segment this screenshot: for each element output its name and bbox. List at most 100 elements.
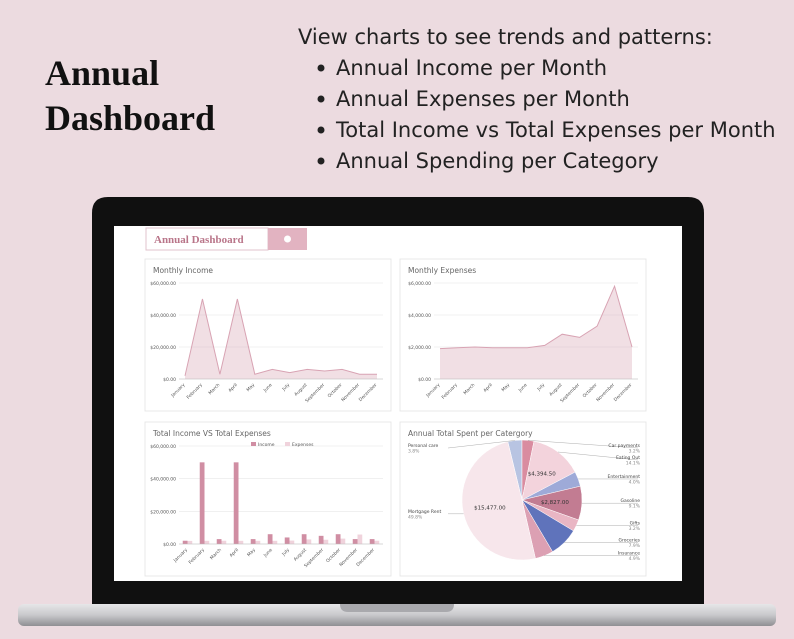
y-tick-label: $4,000.00 xyxy=(408,313,431,319)
bullet-text: Annual Income per Month xyxy=(336,56,607,80)
amount-label: $15,477.00 xyxy=(474,506,506,512)
x-tick-label: July xyxy=(535,382,546,393)
bar xyxy=(221,540,227,544)
bullet xyxy=(317,95,325,103)
slice-label: Entertainment xyxy=(608,474,641,480)
bullet xyxy=(317,64,325,72)
y-tick-label: $60,000.00 xyxy=(150,444,176,450)
bullet-text: Annual Spending per Category xyxy=(336,149,659,173)
pie-slice xyxy=(521,440,576,501)
chart-title: Annual Total Spent per Catergory xyxy=(408,429,533,438)
x-tick-label: April xyxy=(482,382,494,394)
amount-label: $4,394.50 xyxy=(528,472,556,478)
bullet xyxy=(317,126,325,134)
slice-percent: 9.1% xyxy=(629,504,641,510)
area-line xyxy=(439,284,633,350)
slice-label: Eating Out xyxy=(616,455,640,461)
bar xyxy=(182,540,188,544)
page-title: Dashboard xyxy=(45,98,215,138)
bar xyxy=(233,462,239,544)
leader-line xyxy=(528,440,639,449)
bullet-text: Annual Expenses per Month xyxy=(336,87,630,111)
legend-swatch xyxy=(251,442,256,446)
y-tick-label: $0.00 xyxy=(418,377,431,383)
slice-label: Insurance xyxy=(618,551,640,557)
bar xyxy=(238,540,244,544)
bar xyxy=(357,534,363,544)
legend-swatch xyxy=(285,442,290,446)
bar xyxy=(289,540,295,544)
bar xyxy=(284,537,290,544)
slice-percent: 14.1% xyxy=(626,461,641,467)
y-tick-label: $40,000.00 xyxy=(150,477,176,483)
amount-label: $2,827.00 xyxy=(541,500,569,506)
bar xyxy=(323,539,329,544)
y-tick-label: $40,000.00 xyxy=(150,313,176,319)
bar xyxy=(301,534,307,544)
chart-panel xyxy=(144,421,392,577)
bullet xyxy=(317,157,325,165)
slice-label: Mortgage Rent xyxy=(408,509,441,515)
x-tick-label: April xyxy=(228,547,240,559)
bar xyxy=(187,540,193,544)
slice-percent: 3.2% xyxy=(629,449,641,455)
legend-label: Income xyxy=(258,442,275,448)
chart-title: Total Income VS Total Expenses xyxy=(152,429,271,438)
laptop-notch xyxy=(340,604,454,612)
page-title: Annual xyxy=(45,53,159,93)
intro: View charts to see trends and patterns: xyxy=(298,25,713,49)
bar xyxy=(352,539,358,544)
bar xyxy=(250,539,256,544)
bar xyxy=(318,535,324,544)
chart-title: Monthly Expenses xyxy=(408,266,476,275)
y-tick-label: $20,000.00 xyxy=(150,509,176,515)
y-tick-label: $0.00 xyxy=(163,542,176,548)
bar xyxy=(255,540,261,544)
legend-label: Expenses xyxy=(292,442,314,448)
slice-label: Gasoline xyxy=(621,498,641,504)
bar xyxy=(306,539,312,544)
button-icon xyxy=(284,235,291,243)
bullet-text: Total Income vs Total Expenses per Month xyxy=(335,118,776,142)
area-fill xyxy=(440,286,632,379)
slice-label: Personal care xyxy=(408,443,439,449)
slice-percent: 4.0% xyxy=(629,479,641,485)
bar xyxy=(216,539,222,544)
laptop-base xyxy=(18,604,776,626)
y-tick-label: $6,000.00 xyxy=(408,281,431,287)
x-tick-label: May xyxy=(500,382,511,393)
x-tick-label: May xyxy=(245,382,256,393)
area-line xyxy=(184,298,377,376)
bar xyxy=(369,539,375,544)
dashboard-title: Annual Dashboard xyxy=(154,234,244,246)
slice-percent: 3.8% xyxy=(408,449,420,455)
slice-percent: 3.2% xyxy=(629,526,641,532)
y-tick-label: $2,000.00 xyxy=(408,345,431,351)
y-tick-label: $60,000.00 xyxy=(150,281,176,287)
chart-panel xyxy=(399,258,647,412)
slice-label: Gifts xyxy=(630,521,641,527)
slice-percent: 7.9% xyxy=(629,543,641,549)
bar xyxy=(340,538,346,544)
x-tick-label: April xyxy=(227,382,239,394)
y-tick-label: $0.00 xyxy=(163,377,176,383)
slice-label: Groceries xyxy=(619,538,641,544)
chart-title: Monthly Income xyxy=(153,266,213,275)
chart-panel xyxy=(144,258,392,412)
bar xyxy=(267,534,273,544)
x-tick-label: May xyxy=(246,547,257,558)
bar xyxy=(204,540,210,544)
y-tick-label: $20,000.00 xyxy=(150,345,176,351)
slice-percent: 4.9% xyxy=(629,556,641,562)
bar xyxy=(199,462,205,544)
slice-percent: 49.8% xyxy=(408,514,423,520)
leader-line xyxy=(447,440,515,449)
x-tick-label: July xyxy=(280,547,291,558)
bar xyxy=(374,540,380,544)
bar xyxy=(335,534,341,544)
leader-line xyxy=(558,451,639,461)
slice-label: Car payments xyxy=(608,443,640,449)
bar xyxy=(272,540,278,544)
